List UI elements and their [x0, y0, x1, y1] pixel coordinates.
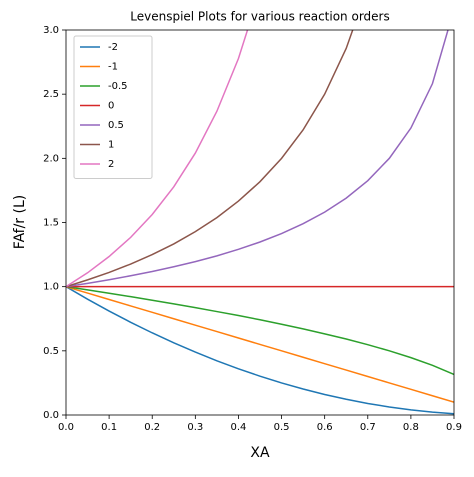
x-tick-label: 0.5	[274, 422, 290, 433]
y-tick-label: 2.5	[43, 89, 59, 100]
legend-label: 1	[108, 140, 114, 151]
legend-label: 0.5	[108, 120, 124, 131]
y-tick-label: 1.5	[43, 218, 59, 229]
legend-label: 0	[108, 101, 114, 112]
line	[66, 286, 454, 415]
legend-label: -1	[108, 62, 118, 73]
legend-box	[73, 35, 153, 179]
y-tick-label: 1.0	[43, 282, 59, 293]
line	[66, 30, 449, 288]
line	[66, 30, 249, 288]
chart-title: Levenspiel Plots for various reaction or…	[130, 10, 389, 24]
x-axis-label: XA	[250, 445, 270, 461]
x-tick-label: 0.4	[230, 422, 246, 433]
line	[66, 285, 454, 376]
x-tick-label: 0.1	[101, 422, 117, 433]
plot-lines	[66, 30, 454, 415]
x-tick-label: 0.9	[446, 422, 462, 433]
y-tick-label: 3.0	[43, 25, 59, 36]
legend-label: 2	[108, 159, 114, 170]
legend-label: -0.5	[108, 81, 128, 92]
line	[66, 285, 454, 403]
y-tick-label: 0.5	[43, 346, 59, 357]
x-tick-label: 0.8	[403, 422, 419, 433]
x-tick-label: 0.6	[317, 422, 333, 433]
x-tick-label: 0.0	[58, 422, 74, 433]
x-tick-label: 0.7	[360, 422, 376, 433]
y-axis-label: FAf/r (L)	[12, 195, 28, 249]
line	[66, 30, 354, 288]
y-tick-label: 2.0	[43, 153, 59, 164]
x-tick-label: 0.3	[187, 422, 203, 433]
legend-label: -2	[108, 42, 118, 53]
y-tick-label: 0.0	[43, 410, 59, 421]
x-tick-label: 0.2	[144, 422, 160, 433]
